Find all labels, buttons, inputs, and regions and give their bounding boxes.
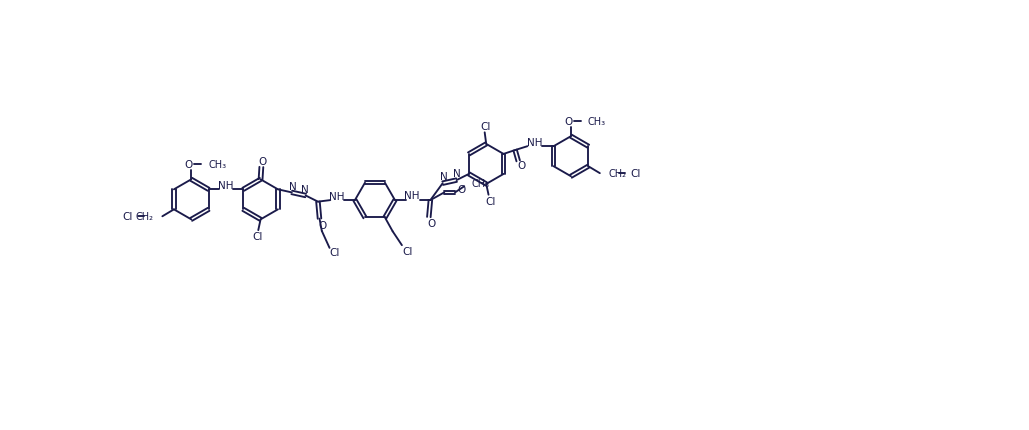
Text: O: O <box>428 219 436 229</box>
Text: O: O <box>518 161 526 171</box>
Text: O: O <box>565 117 573 126</box>
Text: CH₂: CH₂ <box>136 212 154 222</box>
Text: NH: NH <box>329 192 345 202</box>
Text: N: N <box>301 185 309 195</box>
Text: N: N <box>289 182 296 192</box>
Text: CH₃: CH₃ <box>208 160 226 169</box>
Text: O: O <box>457 184 465 194</box>
Text: CH₃: CH₃ <box>471 179 490 189</box>
Text: NH: NH <box>527 138 542 148</box>
Text: NH: NH <box>404 191 420 201</box>
Text: Cl: Cl <box>403 246 414 256</box>
Text: NH: NH <box>218 181 234 191</box>
Text: Cl: Cl <box>329 247 341 257</box>
Text: CH₂: CH₂ <box>608 169 627 179</box>
Text: Cl: Cl <box>122 212 133 222</box>
Text: N: N <box>453 169 460 179</box>
Text: Cl: Cl <box>631 169 641 179</box>
Text: Cl: Cl <box>481 122 491 132</box>
Text: CH₃: CH₃ <box>588 117 606 126</box>
Text: N: N <box>439 172 448 182</box>
Text: O: O <box>318 220 326 230</box>
Text: Cl: Cl <box>485 197 495 206</box>
Text: Cl: Cl <box>252 232 262 242</box>
Text: O: O <box>185 160 193 169</box>
Text: O: O <box>258 157 267 166</box>
